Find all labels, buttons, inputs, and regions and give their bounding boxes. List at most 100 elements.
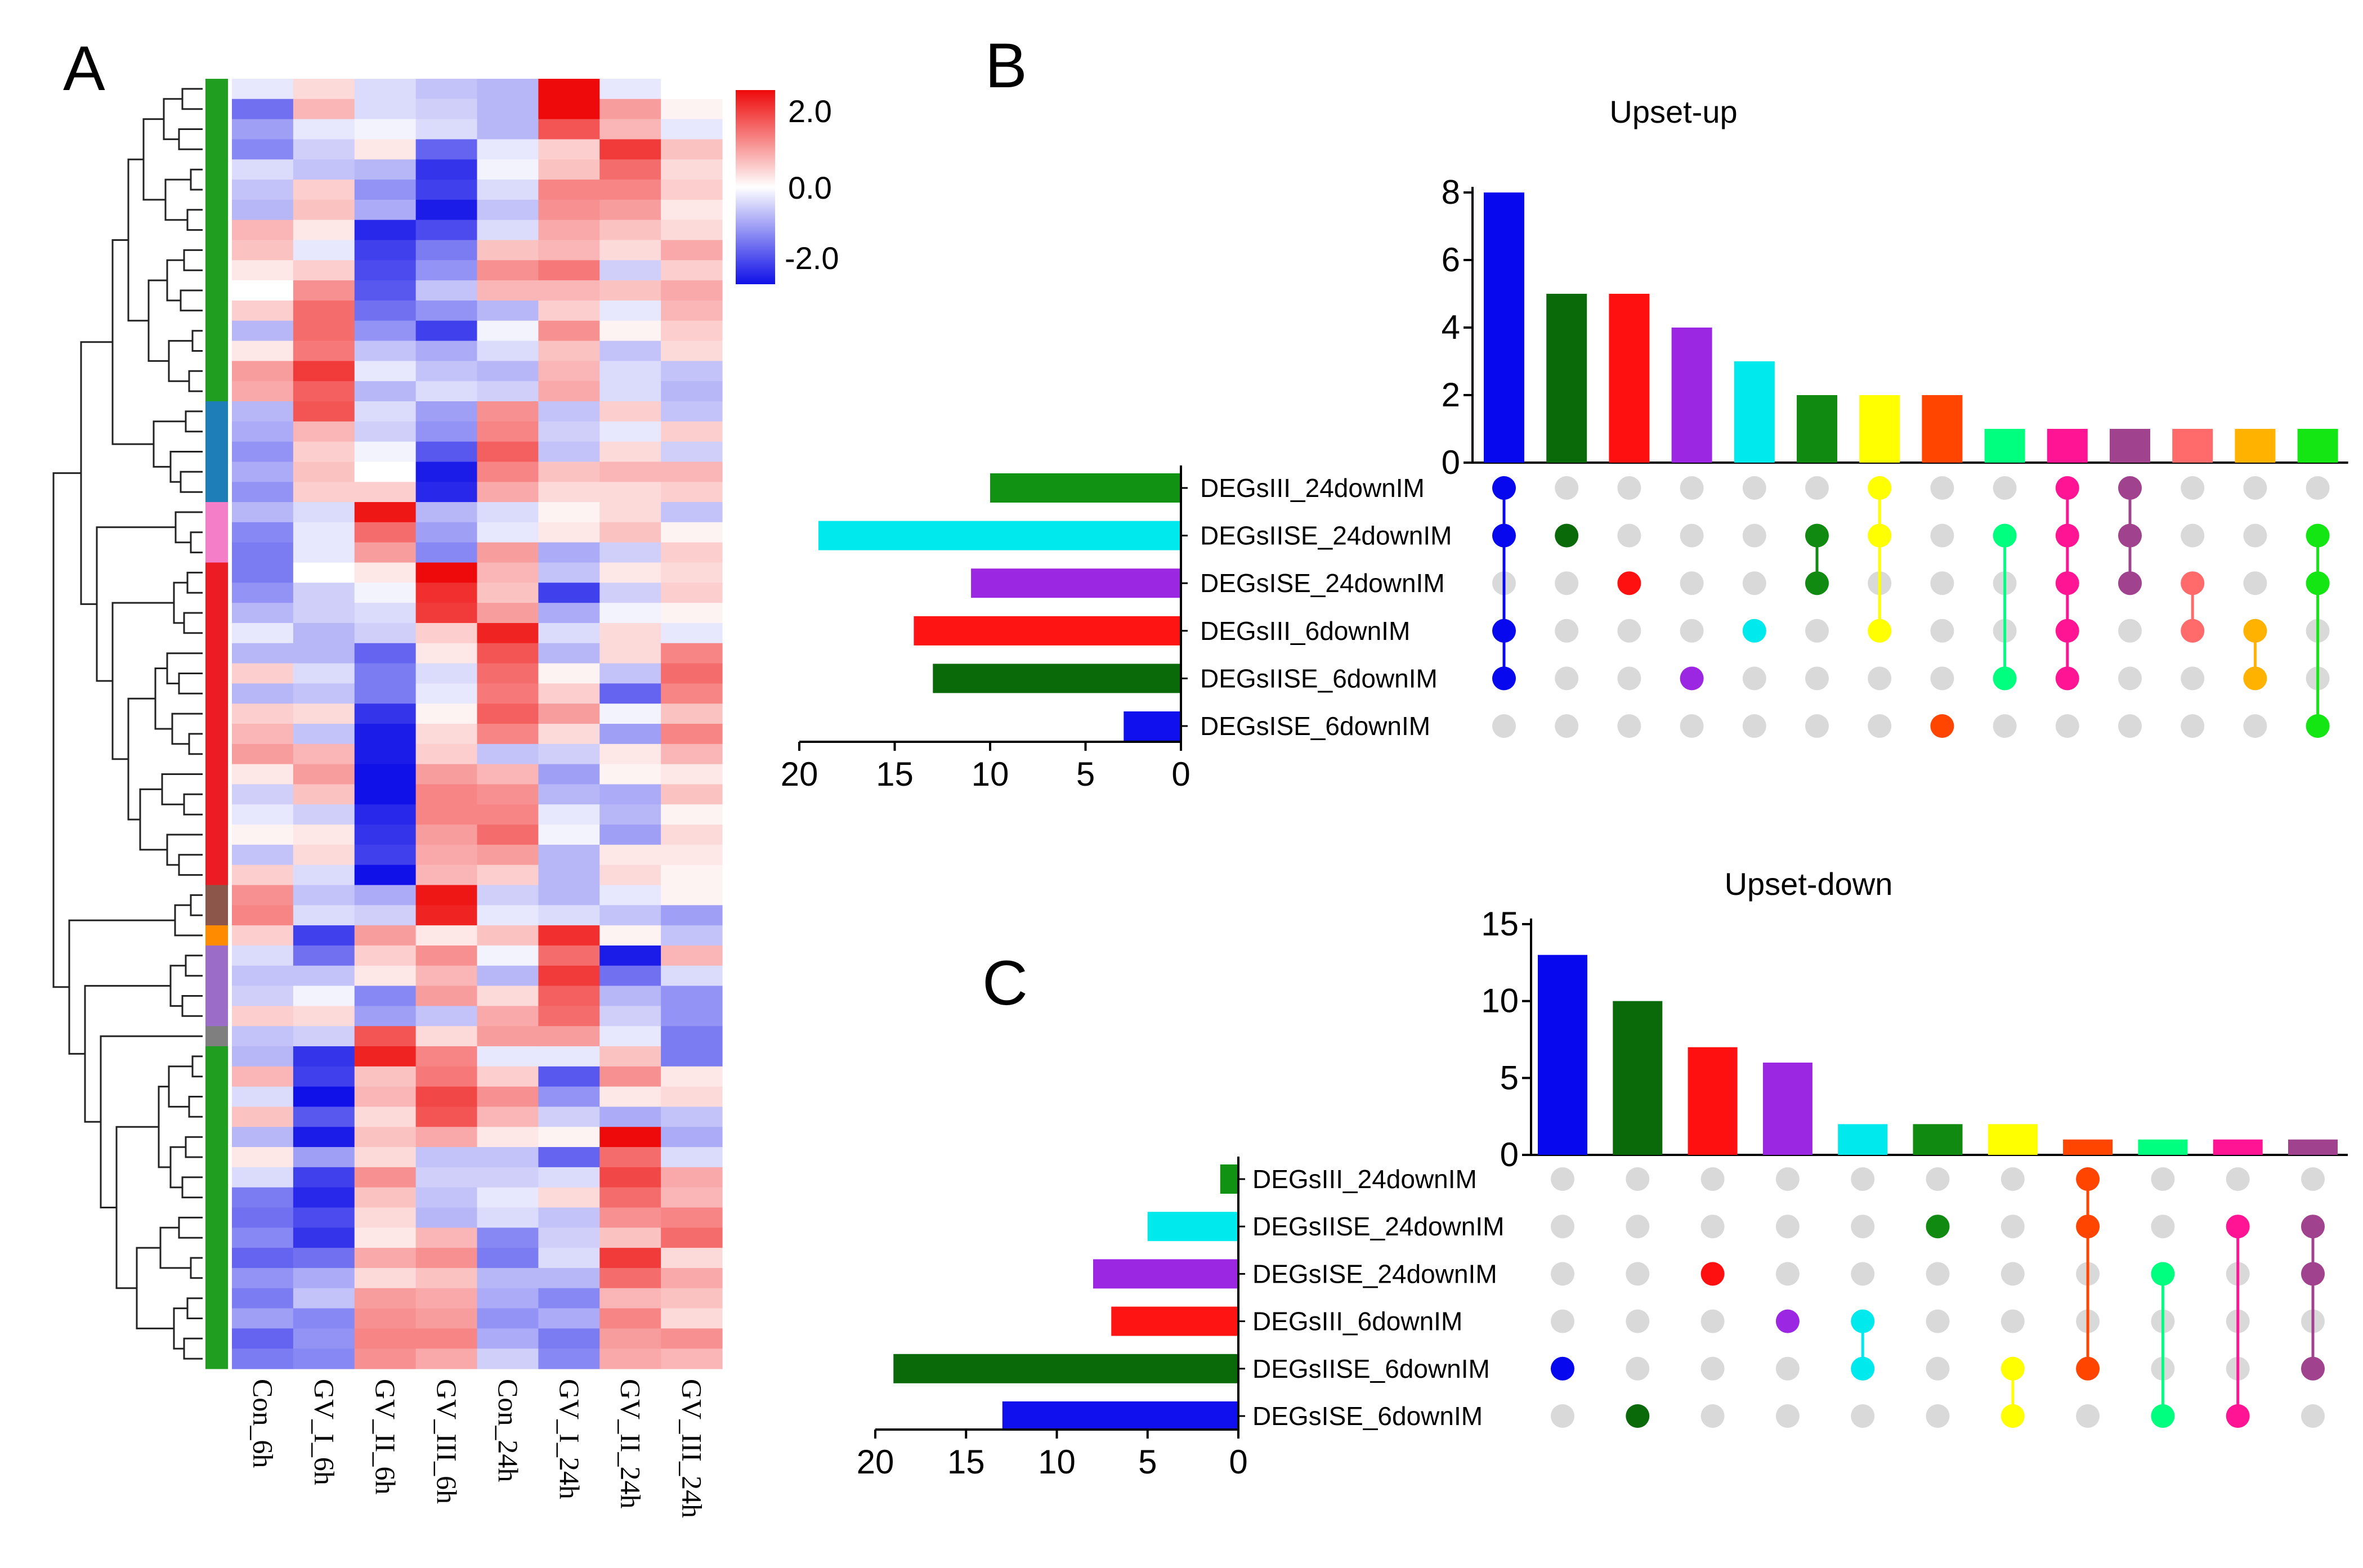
set-size-bar <box>914 616 1181 646</box>
row-group-segment <box>205 643 228 885</box>
heatmap-cell <box>661 180 723 200</box>
heatmap-cell <box>599 240 661 261</box>
heatmap-cell <box>354 562 417 583</box>
dendrogram-branch <box>188 370 203 392</box>
matrix-dot-empty <box>1805 476 1829 500</box>
heatmap-cell <box>293 482 355 503</box>
heatmap-cell <box>293 1349 355 1369</box>
dendrogram-branch <box>183 793 203 816</box>
heatmap-cell <box>354 764 417 785</box>
heatmap-cell <box>354 784 417 805</box>
matrix-dot-empty <box>1851 1215 1875 1239</box>
matrix-dot-active <box>1805 571 1829 595</box>
heatmap-cell <box>354 724 417 745</box>
matrix-dot-active <box>2301 1262 2325 1286</box>
dendrogram-branch <box>181 88 203 110</box>
heatmap-cell <box>477 1288 539 1309</box>
heatmap-cell <box>538 945 600 966</box>
heatmap-cell <box>415 925 478 946</box>
heatmap-cell <box>415 1026 478 1047</box>
heatmap-cell <box>538 622 600 644</box>
heatmap-cell <box>354 1066 417 1087</box>
heatmap-cell <box>599 1006 661 1027</box>
heatmap-cell <box>354 180 417 200</box>
heatmap-cell <box>661 219 723 241</box>
heatmap-cell <box>415 965 478 987</box>
heatmap-cell <box>415 1187 478 1208</box>
dendrogram-branch <box>183 1337 203 1360</box>
heatmap-cell <box>599 522 661 543</box>
heatmap-cell <box>599 1308 661 1329</box>
matrix-dot-active <box>1680 666 1704 691</box>
heatmap-cell <box>232 1308 294 1329</box>
dendrogram-branch <box>190 168 203 191</box>
heatmap-cell <box>477 562 539 583</box>
heatmap-cell <box>538 462 600 482</box>
heatmap-cell <box>232 603 294 624</box>
intersection-bar <box>2138 1139 2188 1155</box>
heatmap-cell <box>599 1066 661 1087</box>
heatmap-cell <box>477 1046 539 1067</box>
heatmap-cell <box>477 885 539 906</box>
heatmap-cell <box>661 864 723 886</box>
heatmap-cell <box>538 1227 600 1248</box>
heatmap-cell <box>538 603 600 624</box>
heatmap-cell <box>599 885 661 906</box>
matrix-dot-active <box>1868 476 1892 500</box>
heatmap-cell <box>599 219 661 241</box>
heatmap-cell <box>232 1248 294 1269</box>
heatmap-cell <box>293 743 355 765</box>
heatmap-cell <box>538 401 600 422</box>
heatmap-cell <box>415 844 478 866</box>
heatmap-cell <box>538 260 600 281</box>
matrix-dot-empty <box>2181 666 2205 691</box>
set-size-bar <box>971 568 1181 598</box>
heatmap-cell <box>354 864 417 886</box>
heatmap-cell <box>354 1127 417 1148</box>
heatmap-cell <box>538 441 600 463</box>
heatmap-cell <box>599 199 661 221</box>
intersection-bar <box>1546 294 1587 463</box>
heatmap-cell <box>232 1046 294 1067</box>
heatmap-cell <box>538 704 600 724</box>
heatmap-cell <box>538 381 600 402</box>
matrix-dot-empty <box>1617 619 1641 643</box>
heatmap-cell <box>661 925 723 946</box>
heatmap-cell <box>477 119 539 140</box>
matrix-dot-active <box>1851 1356 1875 1381</box>
heatmap-cell <box>293 704 355 724</box>
heatmap-cell <box>354 622 417 644</box>
set-size-tick-label: 0 <box>1229 1443 1247 1481</box>
heatmap-cell <box>661 583 723 603</box>
matrix-dot-active <box>2151 1262 2175 1286</box>
heatmap-cell <box>661 79 723 100</box>
heatmap-cell <box>599 1207 661 1228</box>
heatmap-cell <box>477 743 539 765</box>
matrix-dot-empty <box>1626 1167 1650 1191</box>
heatmap-cell <box>415 743 478 765</box>
heatmap-cell <box>354 119 417 140</box>
matrix-dot-empty <box>1805 666 1829 691</box>
heatmap-cell <box>415 341 478 361</box>
heatmap-cell <box>354 603 417 624</box>
heatmap-cell <box>232 79 294 100</box>
matrix-dot-empty <box>1555 571 1579 595</box>
heatmap-cell <box>538 320 600 342</box>
y-tick-label: 10 <box>1481 982 1519 1020</box>
dendrogram-branch <box>111 602 174 760</box>
heatmap-cell <box>661 643 723 664</box>
heatmap-cell <box>293 1328 355 1349</box>
matrix-dot-empty <box>1993 714 2017 738</box>
heatmap-cell <box>661 320 723 342</box>
heatmap-cell <box>661 1349 723 1369</box>
heatmap-cell <box>415 361 478 382</box>
heatmap-cell <box>599 401 661 422</box>
matrix-dot-active <box>2151 1404 2175 1428</box>
heatmap-cell <box>415 603 478 624</box>
heatmap-cell <box>232 98 294 120</box>
heatmap-cell <box>415 1308 478 1329</box>
heatmap-cell <box>415 280 478 301</box>
heatmap-cell <box>599 1106 661 1127</box>
heatmap-cell <box>661 1026 723 1047</box>
dendrogram-branch <box>174 904 203 937</box>
